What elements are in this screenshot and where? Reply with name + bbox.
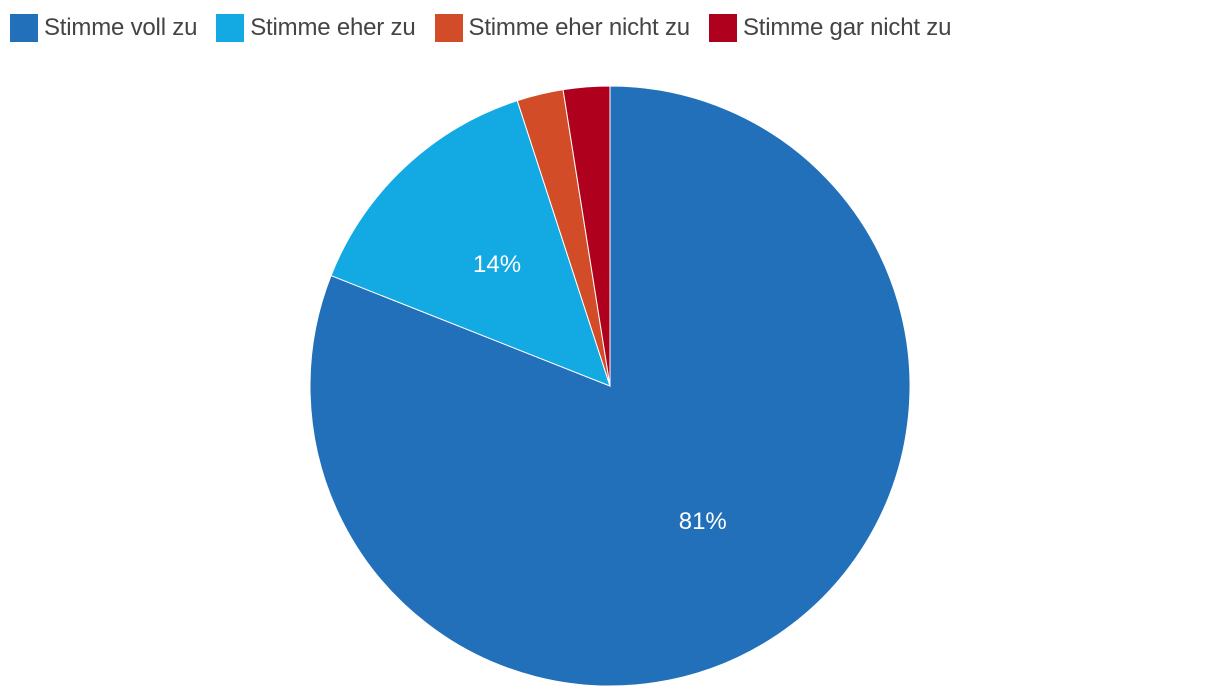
legend-swatch bbox=[10, 14, 38, 42]
legend-label: Stimme eher nicht zu bbox=[468, 14, 691, 41]
legend-label: Stimme voll zu bbox=[44, 14, 198, 41]
legend-swatch bbox=[216, 14, 245, 42]
pie-slice-stimme-voll-zu[interactable] bbox=[309, 85, 911, 687]
legend-item-stimme-eher-zu[interactable]: Stimme eher zu bbox=[216, 14, 416, 42]
pie-slice-stimme-gar-nicht-zu[interactable] bbox=[562, 85, 611, 387]
legend-swatch bbox=[708, 14, 737, 42]
legend-item-stimme-eher-nicht-zu[interactable]: Stimme eher nicht zu bbox=[434, 14, 691, 42]
legend-swatch bbox=[434, 14, 463, 42]
legend: Stimme voll zu Stimme eher zu Stimme ehe… bbox=[10, 13, 970, 43]
legend-label: Stimme eher zu bbox=[250, 14, 416, 41]
data-label-stimme-voll-zu: 81% bbox=[679, 508, 727, 535]
legend-label: Stimme gar nicht zu bbox=[742, 14, 952, 41]
legend-item-stimme-voll-zu[interactable]: Stimme voll zu bbox=[10, 14, 197, 42]
data-label-stimme-eher-zu: 14% bbox=[473, 251, 521, 278]
legend-item-stimme-gar-nicht-zu[interactable]: Stimme gar nicht zu bbox=[708, 14, 952, 42]
